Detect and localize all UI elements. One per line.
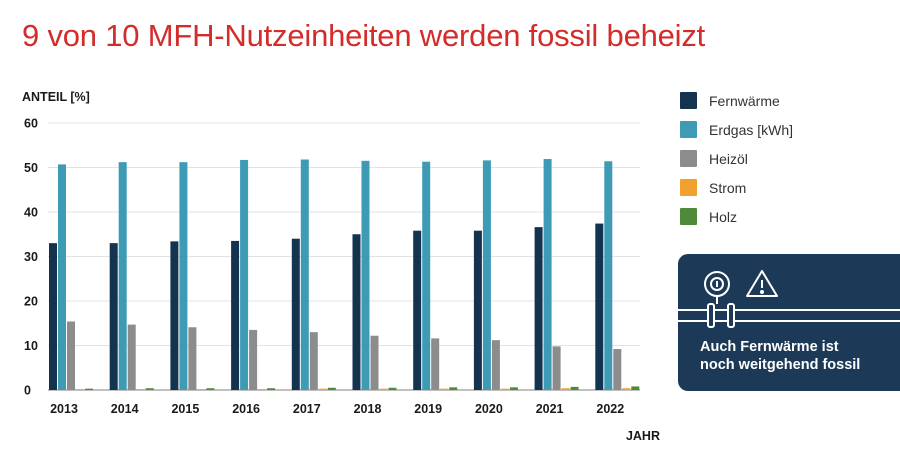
x-tick-label: 2020 xyxy=(475,402,503,416)
bar-2016-4 xyxy=(267,388,276,390)
bar-2017-0 xyxy=(291,238,300,390)
bar-2021-2 xyxy=(552,346,561,390)
bar-2022-4 xyxy=(631,386,640,390)
legend-swatch xyxy=(680,208,697,225)
legend-label: Fernwärme xyxy=(709,92,780,109)
bar-chart: ANTEIL [%] JAHR 0 10 20 30 40 50 60 2013 2014 201… xyxy=(22,90,660,443)
bar-2014-0 xyxy=(109,243,118,390)
bar-2020-1 xyxy=(482,160,491,390)
bar-2013-2 xyxy=(67,321,75,390)
y-tick-label: 60 xyxy=(24,117,38,131)
legend-item: Holz xyxy=(680,202,793,231)
bar-2020-2 xyxy=(491,340,500,390)
info-text-line1: Auch Fernwärme ist xyxy=(700,339,839,355)
x-tick-label: 2017 xyxy=(293,402,321,416)
x-tick-label: 2013 xyxy=(50,402,78,416)
y-axis-label: ANTEIL [%] xyxy=(22,90,90,104)
bar-2022-3 xyxy=(622,388,631,390)
bar-2020-0 xyxy=(473,230,482,390)
bar-2018-4 xyxy=(388,387,397,390)
x-tick-label: 2022 xyxy=(596,402,624,416)
bar-2015-3 xyxy=(197,389,206,390)
y-tick-label: 40 xyxy=(24,206,38,220)
legend-item: Heizöl xyxy=(680,144,793,173)
bar-2020-3 xyxy=(500,388,509,390)
pipe-icon xyxy=(678,303,900,328)
bar-2021-3 xyxy=(561,388,570,390)
bar-2013-0 xyxy=(49,243,57,390)
bar-2020-4 xyxy=(509,387,518,390)
warning-triangle-icon xyxy=(746,270,778,297)
bar-2015-1 xyxy=(179,162,188,390)
bar-2019-3 xyxy=(440,388,449,390)
bar-2021-4 xyxy=(570,386,579,390)
bar-2017-3 xyxy=(318,388,327,390)
info-box: Auch Fernwärme ist noch weitgehend fossi… xyxy=(678,254,900,391)
bar-2019-0 xyxy=(413,230,422,390)
bar-2016-3 xyxy=(258,389,267,390)
bar-2017-4 xyxy=(327,387,336,390)
x-tick-label: 2016 xyxy=(232,402,260,416)
bar-2014-4 xyxy=(145,388,154,390)
bar-2014-3 xyxy=(136,389,145,390)
y-tick-label: 10 xyxy=(24,339,38,353)
bar-2014-2 xyxy=(127,324,136,390)
x-tick-label: 2018 xyxy=(354,402,382,416)
bar-2022-1 xyxy=(604,161,613,390)
legend-label: Heizöl xyxy=(709,150,748,167)
x-tick-label: 2019 xyxy=(414,402,442,416)
legend-label: Strom xyxy=(709,179,747,196)
bar-2016-0 xyxy=(231,240,240,390)
bar-2019-1 xyxy=(422,161,431,390)
x-tick-label: 2015 xyxy=(171,402,199,416)
bar-2016-2 xyxy=(249,329,258,390)
legend-item: Strom xyxy=(680,173,793,202)
bar-2018-1 xyxy=(361,160,370,390)
bar-2013-1 xyxy=(58,164,66,390)
bar-2015-2 xyxy=(188,327,197,390)
bar-2016-1 xyxy=(240,159,249,390)
legend-swatch xyxy=(680,92,697,109)
y-tick-label: 50 xyxy=(24,161,38,175)
legend: Fernwärme Erdgas [kWh] Heizöl Strom Holz xyxy=(680,86,793,231)
bar-2015-4 xyxy=(206,388,215,390)
bar-2018-2 xyxy=(370,335,379,390)
bar-2021-0 xyxy=(534,227,543,390)
y-tick-label: 30 xyxy=(24,250,38,264)
bar-2019-2 xyxy=(431,338,440,390)
y-tick-label: 20 xyxy=(24,295,38,309)
bar-2015-0 xyxy=(170,241,179,390)
bar-2021-1 xyxy=(543,159,552,390)
bar-2013-3 xyxy=(76,389,84,390)
bar-2022-2 xyxy=(613,349,622,390)
info-text-line2: noch weitgehend fossil xyxy=(700,357,861,373)
legend-label: Erdgas [kWh] xyxy=(709,121,794,138)
legend-swatch xyxy=(680,121,697,138)
x-axis-label: JAHR xyxy=(626,429,660,443)
bar-2019-4 xyxy=(449,387,458,390)
legend-item: Erdgas [kWh] xyxy=(680,115,793,144)
legend-swatch xyxy=(680,179,697,196)
legend-label: Holz xyxy=(709,208,738,225)
x-tick-label: 2021 xyxy=(536,402,564,416)
y-tick-label: 0 xyxy=(24,384,31,398)
bar-2017-1 xyxy=(300,159,309,390)
x-tick-label: 2014 xyxy=(111,402,139,416)
bar-2017-2 xyxy=(309,332,318,390)
bar-2022-0 xyxy=(595,223,604,390)
bar-2018-0 xyxy=(352,234,361,390)
bar-2018-3 xyxy=(379,388,388,390)
thermometer-gauge-icon xyxy=(704,271,730,304)
bar-2014-1 xyxy=(118,162,127,390)
legend-swatch xyxy=(680,150,697,167)
page-title: 9 von 10 MFH-Nutzeinheiten werden fossil… xyxy=(22,18,706,53)
bar-2013-4 xyxy=(85,388,93,390)
legend-item: Fernwärme xyxy=(680,86,793,115)
